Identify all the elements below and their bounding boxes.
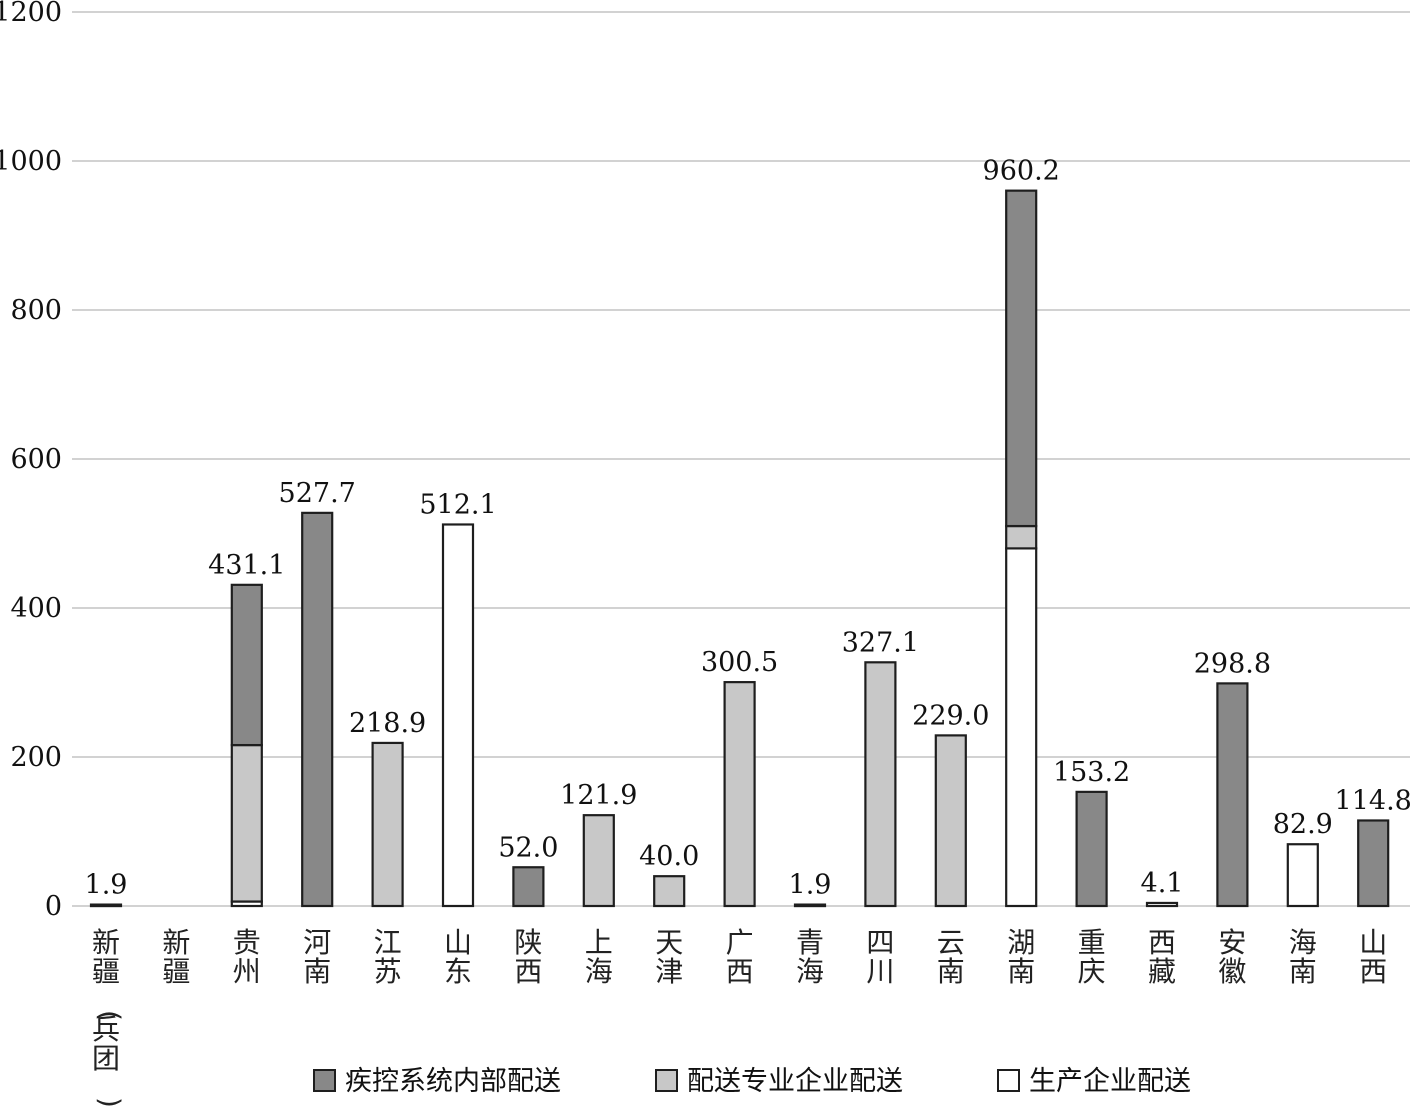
category-label: 陕西 — [514, 926, 542, 988]
data-label: 229.0 — [912, 700, 989, 731]
data-label: 52.0 — [498, 832, 558, 863]
bar-segment — [723, 681, 756, 908]
data-label: 1.9 — [85, 870, 128, 901]
category-label: 山西 — [1359, 926, 1387, 988]
category-label: 新疆 — [162, 926, 190, 988]
y-tick-label: 0 — [45, 891, 62, 922]
category-label: 云南 — [937, 926, 965, 988]
category-label: 新疆(兵团) — [92, 926, 127, 1106]
data-label: 431.1 — [208, 550, 285, 581]
bar-segment — [230, 583, 263, 747]
data-label: 82.9 — [1273, 809, 1333, 840]
bar-segment — [1005, 547, 1038, 908]
category-label: 安徽 — [1218, 926, 1246, 988]
y-tick-label: 1000 — [0, 146, 62, 177]
data-label: 114.8 — [1335, 785, 1412, 816]
data-label: 512.1 — [419, 489, 496, 520]
y-tick-label: 600 — [10, 444, 62, 475]
legend-swatch — [997, 1069, 1020, 1092]
bar-segment — [1145, 901, 1179, 908]
bar-segment — [793, 903, 827, 908]
y-tick-label: 800 — [10, 295, 62, 326]
data-label: 960.2 — [983, 156, 1060, 187]
category-label: 天津 — [655, 926, 683, 988]
bar-segment — [864, 661, 897, 908]
legend-label: 疾控系统内部配送 — [345, 1066, 561, 1097]
data-label: 153.2 — [1053, 757, 1130, 788]
gridlines — [72, 11, 1410, 907]
category-label: 湖南 — [1007, 926, 1035, 988]
bar-segment — [441, 523, 475, 908]
legend-label: 配送专业企业配送 — [687, 1066, 903, 1097]
bar-segment — [230, 743, 263, 903]
category-label: 贵州 — [233, 926, 261, 988]
bar-segment — [1005, 524, 1038, 550]
data-label: 298.8 — [1194, 648, 1271, 679]
data-label: 327.1 — [842, 627, 919, 658]
legend-swatch — [655, 1069, 678, 1092]
category-label: 河南 — [303, 926, 331, 988]
category-label: 西藏 — [1148, 926, 1176, 988]
category-label: 上海 — [585, 926, 613, 988]
category-label: 重庆 — [1078, 926, 1106, 988]
data-label: 4.1 — [1141, 868, 1184, 899]
data-label: 527.7 — [279, 478, 356, 509]
category-label: 山东 — [444, 926, 472, 988]
bar-segment — [89, 903, 123, 908]
bar-segment — [1075, 790, 1108, 908]
bar-segment — [653, 875, 686, 908]
bar-segment — [1216, 682, 1249, 908]
x-axis-categories: 新疆(兵团) 新疆贵州河南江苏山东陕西上海天津广西青海四川云南湖南重庆西藏安徽海南… — [92, 926, 1387, 1106]
legend: 疾控系统内部配送 配送专业企业配送 生产企业配送 — [313, 1066, 1191, 1097]
category-label: 青海 — [796, 926, 824, 988]
bar-segment — [1005, 189, 1038, 528]
bar-segment — [582, 814, 615, 908]
bar-segment — [1357, 819, 1390, 908]
y-tick-label: 200 — [10, 742, 62, 773]
legend-swatch — [313, 1069, 336, 1092]
data-label: 300.5 — [701, 647, 778, 678]
bars — [89, 189, 1390, 908]
data-label: 1.9 — [789, 870, 832, 901]
y-tick-label: 1200 — [0, 0, 62, 28]
y-axis-ticks: 0 200 400 600 800 1000 1200 — [0, 0, 62, 922]
legend-label: 生产企业配送 — [1029, 1066, 1191, 1097]
bar-segment — [934, 734, 967, 908]
bar-segment — [1286, 843, 1319, 908]
category-label: 江苏 — [374, 926, 402, 988]
bar-segment — [301, 511, 334, 908]
bar-segment — [371, 741, 404, 908]
category-label: 四川 — [866, 926, 894, 988]
y-tick-label: 400 — [10, 593, 62, 624]
data-label: 40.0 — [639, 841, 699, 872]
category-label: 海南 — [1289, 926, 1317, 988]
data-label: 121.9 — [560, 780, 637, 811]
category-label: 广西 — [726, 926, 754, 988]
data-label: 218.9 — [349, 708, 426, 739]
bar-segment — [512, 866, 545, 908]
